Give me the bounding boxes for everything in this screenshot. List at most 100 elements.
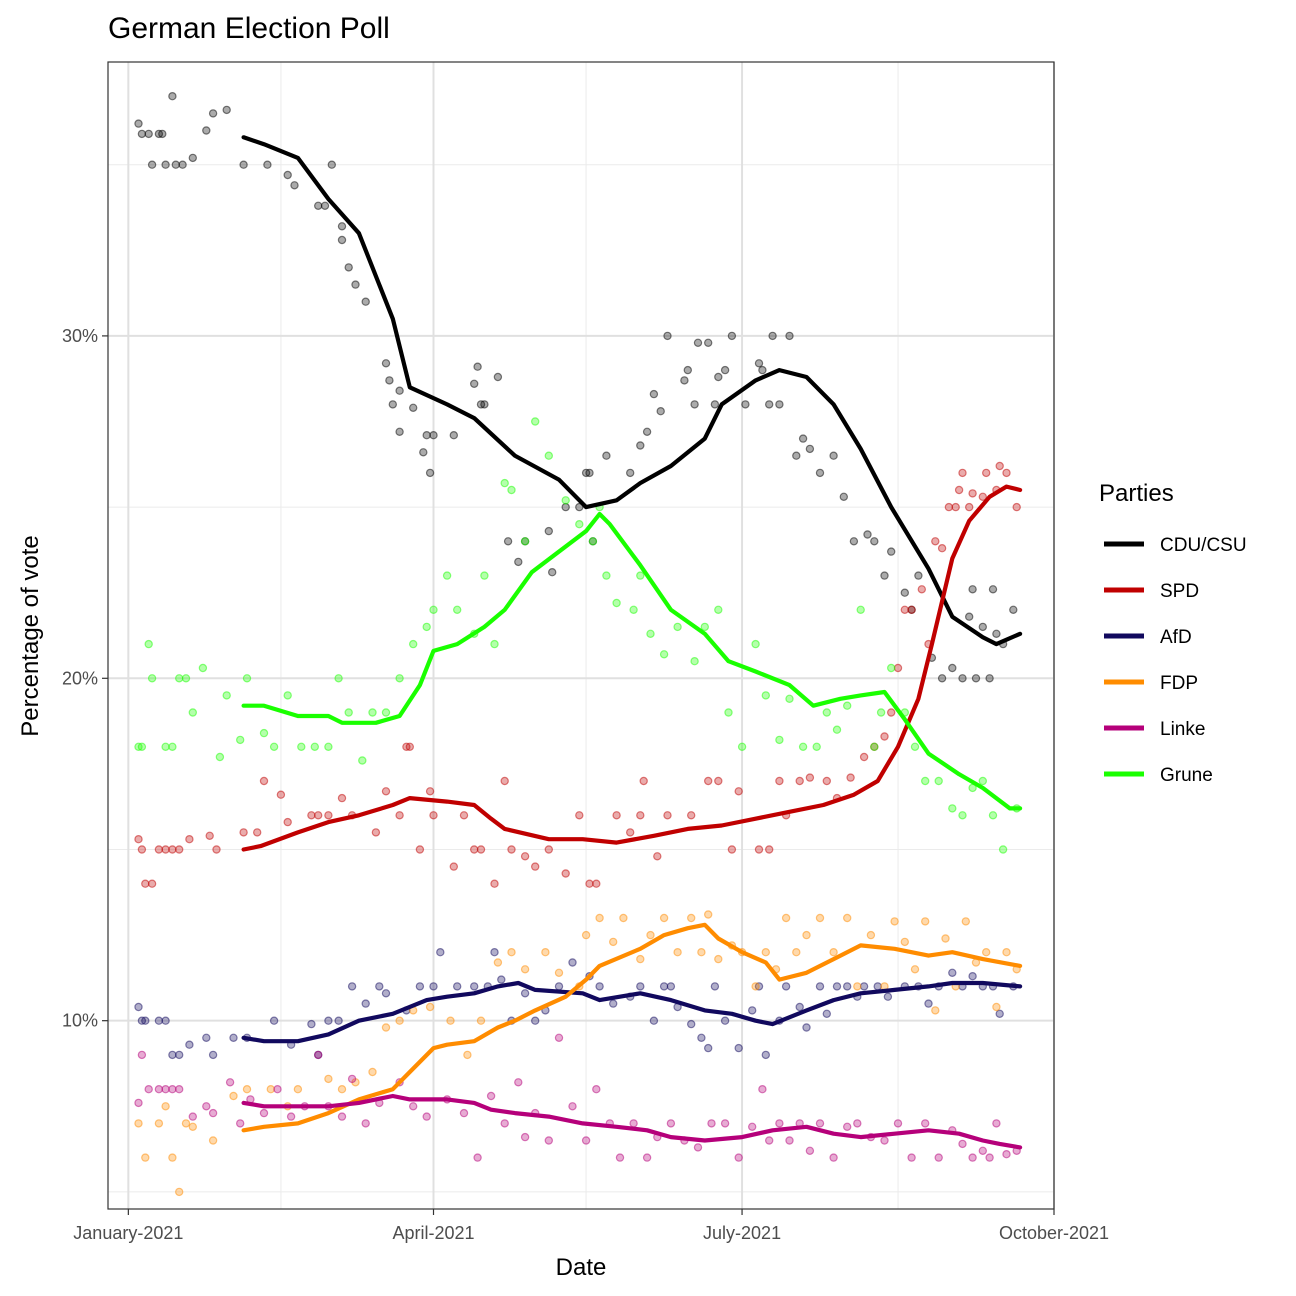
poll-point-fdp [802,930,811,940]
poll-point-grune [948,804,957,813]
poll-point-grune [910,742,920,752]
poll-point-spd [507,845,516,854]
poll-point-linke [544,1136,554,1145]
poll-point-spd [754,845,764,854]
poll-point-spd [585,879,594,888]
poll-point-cdu-csu [965,612,974,621]
poll-point-afd [795,1002,804,1012]
poll-point-fdp [921,917,930,926]
poll-point-afd [924,999,933,1008]
y-tick-label: 10% [62,1011,98,1031]
poll-point-cdu-csu [704,338,713,347]
poll-point-grune [409,639,418,649]
poll-point-spd [395,811,404,820]
poll-point-grune [144,639,153,649]
poll-point-spd [185,835,194,844]
poll-point-grune [368,708,377,717]
poll-point-linke [968,1153,977,1162]
poll-point-afd [748,1006,757,1015]
poll-point-grune [422,622,431,632]
poll-point-fdp [293,1084,303,1094]
poll-point-grune [137,742,147,752]
poll-point-grune [737,742,747,752]
poll-point-spd [636,811,645,820]
y-axis-title: Percentage of vote [17,535,44,736]
poll-point-grune [673,622,682,632]
legend-label-cdu-csu: CDU/CSU [1160,535,1247,556]
poll-point-linke [666,1119,676,1128]
poll-point-fdp [866,930,876,940]
poll-point-cdu-csu [222,105,231,115]
poll-point-grune [958,811,967,820]
poll-point-linke [642,1153,652,1162]
poll-point-afd [168,1050,177,1060]
poll-point-cdu-csu [188,153,197,163]
poll-point-fdp [493,958,503,967]
poll-point-fdp [229,1091,238,1101]
poll-point-grune [724,708,733,717]
poll-point-linke [765,1136,774,1145]
poll-point-fdp [208,1136,218,1145]
poll-point-cdu-csu [168,91,177,101]
poll-point-afd [781,982,791,991]
poll-point-linke [486,1091,496,1101]
poll-point-grune [429,605,438,615]
poll-point-cdu-csu [870,537,879,546]
x-axis: January-2021 April-2021 July-2021 October-2… [73,1209,1109,1243]
poll-point-fdp [154,1119,164,1128]
poll-point-cdu-csu [1009,605,1018,615]
poll-point-afd [687,1019,696,1029]
poll-point-grune [181,674,191,683]
trend-line-fdp [241,922,1023,1133]
poll-point-spd [324,811,333,820]
poll-point-cdu-csu [642,427,652,436]
poll-point-linke [202,1102,211,1111]
poll-point-afd [269,1016,279,1025]
poll-point-cdu-csu [263,160,272,169]
plot-border [107,61,1055,1210]
poll-point-afd [968,972,977,981]
poll-point-fdp [619,913,628,923]
poll-point-cdu-csu [683,365,693,375]
poll-point-afd [429,982,438,991]
poll-point-linke [554,1033,564,1043]
poll-point-linke [473,1153,482,1162]
poll-point-fdp [910,965,920,974]
poll-point-grune [381,708,391,717]
poll-point-linke [1002,1149,1011,1159]
poll-point-grune [222,691,231,700]
poll-point-fdp [368,1067,377,1077]
poll-point-grune [147,674,157,683]
poll-point-grune [602,571,611,580]
poll-point-linke [168,1084,177,1094]
poll-point-linke [500,1119,509,1128]
poll-point-spd [639,776,648,786]
poll-point-afd [531,1016,540,1025]
poll-point-cdu-csu [409,403,418,412]
poll-point-linke [921,1119,930,1128]
poll-point-linke [174,1084,184,1094]
poll-point-linke [134,1098,143,1108]
poll-point-grune [269,742,279,752]
poll-point-spd [887,708,896,717]
poll-point-cdu-csu [388,400,397,409]
poll-point-cdu-csu [765,400,774,409]
poll-point-linke [520,1132,530,1142]
poll-point-spd [1012,502,1021,512]
poll-point-linke [161,1084,170,1094]
poll-point-spd [734,787,743,796]
poll-point-linke [693,1143,703,1152]
poll-point-spd [995,461,1004,471]
poll-point-spd [965,502,974,512]
trend-line-afd [241,980,1023,1044]
poll-point-grune [870,742,879,752]
poll-point-spd [775,776,784,786]
poll-point-afd [995,1009,1004,1019]
legend-label-grune: Grune [1160,765,1213,786]
poll-point-grune [283,691,292,700]
poll-point-fdp [843,913,852,923]
poll-point-linke [978,1146,988,1156]
poll-point-spd [917,585,927,594]
poll-point-cdu-csu [727,331,737,341]
poll-point-spd [978,492,988,501]
